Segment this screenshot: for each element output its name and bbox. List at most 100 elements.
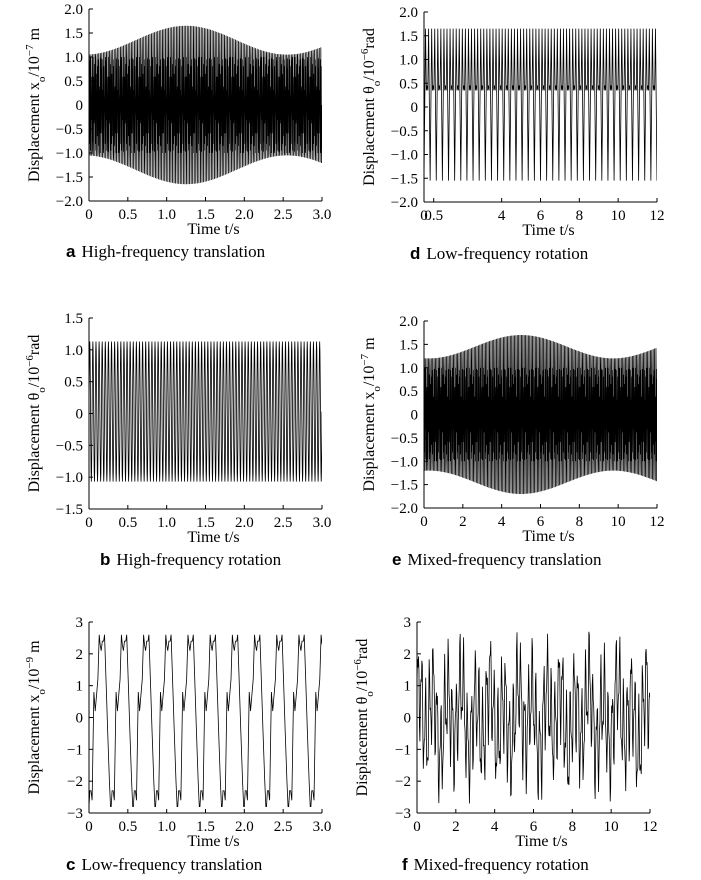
caption-a: a High-frequency translation [66,242,265,262]
y-tick-label-a-8: 2.0 [64,2,83,18]
x-tick-label-b-2: 1.0 [157,515,176,531]
caption-letter-f: f [402,855,408,874]
x-tick-label-b-1: 0.5 [118,515,137,531]
x-tick-label-e-3: 6 [537,514,545,530]
y-tick-label-d-3: −0.5 [391,124,418,140]
caption-c: c Low-frequency translation [66,855,262,875]
caption-letter-d: d [410,244,421,263]
caption-text-b: High-frequency rotation [116,550,282,569]
y-tick-label-b-6: 1.5 [64,311,83,327]
y-tick-label-a-2: −1.0 [56,146,83,162]
y-tick-label-f-3: 0 [404,711,412,727]
x-tick-label-d-1: 0.5 [424,208,443,224]
x-tick-label-e-0: 0 [420,514,428,530]
y-tick-label-f-2: −1 [395,742,411,758]
panel-e: 0 2 4 6 8 10 12 −2.0 −1.5 −1.0 −0.5 0 0.5 1.0 1.5 2.0 Ti… [359,314,665,545]
y-tick-label-d-4: 0 [411,100,419,116]
y-axis-label-b: Displacement θo/10−6rad [24,335,48,493]
x-tick-label-a-3: 1.5 [196,207,215,223]
caption-text-a: High-frequency translation [81,242,266,261]
caption-letter-a: a [66,242,76,261]
caption-e: e Mixed-frequency translation [392,550,601,570]
x-tick-label-b-0: 0 [85,515,93,531]
panel-b: 0 0.5 1.0 1.5 2.0 2.5 3.0 −1.5 −1.0 −0.5 0 0.5 1.0 1.… [24,311,331,546]
x-tick-label-c-4: 2.0 [235,819,254,835]
y-tick-label-c-2: −1 [67,742,83,758]
y-tick-label-d-8: 2.0 [399,5,418,21]
y-axis-label-d: Displacement θo/10−6rad [359,28,383,186]
caption-b: b High-frequency rotation [100,550,281,570]
y-axis-label-e: Displacement xo/10−7 m [359,337,383,492]
y-tick-label-e-4: 0 [411,408,419,424]
panel-a: 0 0.5 1.0 1.5 2.0 2.5 3.0 −2.0 −1.5 −1.0 −0.5 0 0.5 1… [24,2,331,238]
y-tick-label-c-0: −3 [67,806,83,822]
y-tick-label-b-1: −1.0 [56,470,83,486]
x-tick-label-f-2: 4 [491,819,499,835]
x-tick-label-d-3: 6 [537,208,545,224]
y-tick-label-c-5: 2 [76,647,84,663]
x-tick-label-e-1: 2 [459,514,467,530]
y-tick-label-d-1: −1.5 [391,171,418,187]
x-tick-label-c-6: 3.0 [313,819,332,835]
x-tick-label-f-1: 2 [452,819,460,835]
caption-text-c: Low-frequency translation [81,855,263,874]
caption-letter-c: c [66,855,76,874]
x-tick-label-a-1: 0.5 [118,207,137,223]
y-tick-label-d-6: 1.0 [399,53,418,69]
y-tick-label-d-7: 1.5 [399,29,418,45]
x-tick-label-e-4: 8 [576,514,584,530]
y-tick-label-b-3: 0 [76,407,84,423]
y-tick-label-e-8: 2.0 [399,314,418,330]
caption-text-f: Mixed-frequency rotation [413,855,589,874]
x-axis-label-f: Time t/s [515,833,567,850]
y-tick-label-a-5: 0.5 [64,74,83,90]
y-tick-label-b-0: −1.5 [56,502,83,518]
x-tick-label-a-5: 2.5 [274,207,293,223]
x-tick-label-f-5: 10 [604,819,619,835]
y-tick-label-f-6: 3 [404,615,412,631]
y-tick-label-f-0: −3 [395,806,411,822]
x-tick-label-e-6: 12 [650,514,665,530]
x-tick-label-d-5: 10 [611,208,626,224]
y-tick-label-d-0: −2.0 [391,195,418,211]
y-tick-label-a-7: 1.5 [64,26,83,42]
caption-text-e: Mixed-frequency translation [407,550,602,569]
x-tick-label-e-5: 10 [611,514,626,530]
x-tick-label-f-3: 6 [530,819,538,835]
y-tick-label-c-3: 0 [76,711,84,727]
y-tick-label-d-2: −1.0 [391,148,418,164]
x-tick-label-c-5: 2.5 [274,819,293,835]
x-tick-label-b-5: 2.5 [274,515,293,531]
y-tick-label-e-0: −2.0 [391,501,418,517]
y-tick-label-b-5: 1.0 [64,343,83,359]
y-tick-label-e-1: −1.5 [391,478,418,494]
x-tick-label-a-6: 3.0 [313,207,332,223]
series-line-b-0 [89,341,322,482]
y-tick-label-b-2: −0.5 [56,438,83,454]
series-line-f-0 [417,631,650,804]
y-tick-label-f-4: 1 [404,679,412,695]
y-tick-label-f-1: −2 [395,774,411,790]
y-tick-label-a-4: 0 [76,98,84,114]
y-tick-label-c-4: 1 [76,679,84,695]
x-tick-label-e-2: 4 [498,514,506,530]
y-axis-label-f: Displacement θo/10−6rad [352,639,376,797]
series-line-c-0 [89,634,322,808]
y-tick-label-a-0: −2.0 [56,194,83,210]
caption-letter-b: b [100,550,111,569]
x-tick-label-d-2: 4 [498,208,506,224]
x-tick-label-f-4: 8 [569,819,577,835]
caption-f: f Mixed-frequency rotation [402,855,589,875]
x-axis-label-a: Time t/s [187,221,239,238]
x-axis-label-c: Time t/s [187,833,239,850]
x-tick-label-c-2: 1.0 [157,819,176,835]
x-axis-label-d: Time t/s [522,222,574,239]
x-tick-label-a-4: 2.0 [235,207,254,223]
x-tick-label-c-3: 1.5 [196,819,215,835]
y-tick-label-e-2: −1.0 [391,454,418,470]
x-axis-label-e: Time t/s [522,528,574,545]
x-tick-label-b-4: 2.0 [235,515,254,531]
y-axis-label-c: Displacement xo/10−9 m [24,640,48,795]
